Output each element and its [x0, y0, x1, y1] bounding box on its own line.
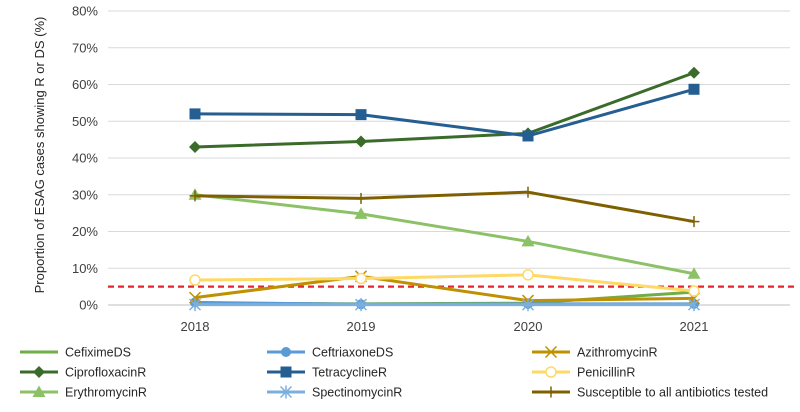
x-tick-label: 2020 [514, 319, 543, 334]
legend-marker [281, 347, 291, 357]
legend-marker [279, 385, 293, 399]
legend: CefiximeDS CeftriaxoneDS AzithromycinR Cipr… [20, 346, 768, 400]
series-line [194, 190, 695, 224]
legend-marker [33, 366, 45, 378]
y-tick-label: 60% [72, 77, 98, 92]
y-axis-title: Proportion of ESAG cases showing R or DS… [32, 17, 47, 294]
legend-label: AzithromycinR [577, 346, 658, 360]
legend-item-cefiximeds: CefiximeDS [20, 346, 131, 360]
y-tick-label: 50% [72, 114, 98, 129]
legend-label: CeftriaxoneDS [312, 346, 393, 360]
y-tick-label: 40% [72, 151, 98, 166]
y-tick-label: 70% [72, 40, 98, 55]
legend-label: CefiximeDS [65, 346, 131, 360]
data-point [189, 140, 201, 153]
legend-item-spectinomycinr: SpectinomycinR [267, 385, 402, 400]
data-point [355, 135, 367, 148]
legend-item-ciprofloxacinr: CiprofloxacinR [20, 366, 146, 380]
data-point [688, 216, 700, 228]
legend-item-susceptible-to-all-antibiotics-tested: Susceptible to all antibiotics tested [532, 386, 768, 400]
series-penicillinr [189, 269, 700, 297]
y-tick-label: 20% [72, 224, 98, 239]
data-point [355, 272, 367, 285]
legend-marker [32, 385, 46, 397]
legend-item-penicillinr: PenicillinR [532, 366, 635, 380]
legend-label: TetracyclineR [312, 366, 387, 380]
legend-marker [544, 345, 558, 359]
data-point [189, 274, 201, 286]
series-spectinomycinr [188, 298, 701, 312]
legend-item-tetracycliner: TetracyclineR [267, 366, 387, 380]
data-point [355, 192, 367, 204]
data-point [522, 269, 534, 281]
legend-label: ErythromycinR [65, 386, 147, 400]
series-line [194, 274, 695, 303]
legend-item-azithromycinr: AzithromycinR [532, 346, 658, 360]
legend-marker [280, 366, 292, 378]
data-point [687, 298, 701, 312]
data-point [521, 298, 535, 312]
data-point [355, 109, 367, 121]
legend-label: Susceptible to all antibiotics tested [577, 386, 768, 400]
series-line [194, 273, 695, 293]
data-point [354, 298, 368, 312]
series-erythromycinr [188, 188, 701, 279]
y-tick-label: 0% [79, 298, 98, 313]
series-susceptible-to-all-antibiotics-tested [189, 186, 700, 228]
data-point [522, 130, 534, 142]
data-point [189, 108, 201, 120]
legend-label: PenicillinR [577, 366, 635, 380]
data-point [688, 285, 700, 297]
legend-label: SpectinomycinR [312, 386, 402, 400]
x-tick-label: 2019 [347, 319, 376, 334]
data-point [688, 83, 700, 95]
legend-marker [545, 366, 557, 378]
series-line [194, 71, 695, 149]
legend-item-ceftriaxoneds: CeftriaxoneDS [267, 346, 393, 360]
legend-marker [545, 386, 557, 398]
data-point [188, 298, 202, 312]
legend-label: CiprofloxacinR [65, 366, 146, 380]
legend-item-erythromycinr: ErythromycinR [20, 385, 147, 400]
data-point [687, 267, 701, 279]
axes: 0% 10% 20% 30% 40% 50% 60% 70% 80% 2018 2019 2020 20… [72, 4, 790, 334]
series-line [194, 193, 695, 276]
series-line [194, 87, 695, 138]
data-point [688, 66, 700, 79]
marker-stroke [544, 345, 558, 359]
y-tick-label: 10% [72, 261, 98, 276]
series-lines [188, 66, 701, 312]
x-tick-label: 2021 [680, 319, 709, 334]
x-tick-label: 2018 [181, 319, 210, 334]
y-tick-label: 80% [72, 4, 98, 19]
data-point [522, 186, 534, 198]
series-tetracycliner [189, 83, 700, 142]
y-tick-label: 30% [72, 187, 98, 202]
data-point [354, 207, 368, 219]
data-point [189, 190, 201, 202]
data-point [521, 234, 535, 247]
